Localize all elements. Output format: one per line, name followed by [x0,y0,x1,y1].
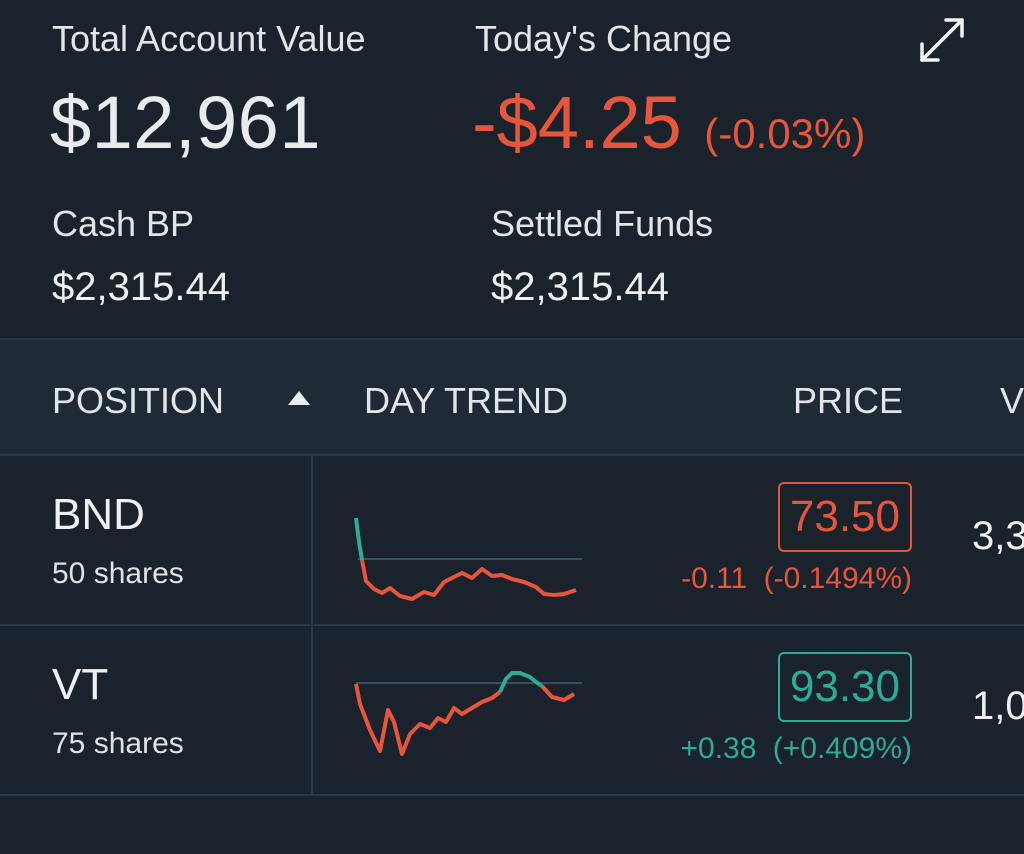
cash-bp-value: $2,315.44 [52,265,230,309]
price-change: -0.11 (-0.1494%) [681,562,912,596]
price-change-amount: -0.11 [681,562,748,595]
price-change-amount: +0.38 [680,732,757,765]
settled-funds-value: $2,315.44 [491,265,669,309]
todays-change: -$4.25 (-0.03%) [472,80,865,165]
account-summary: Total Account Value $12,961 Today's Chan… [0,0,1024,338]
position-row-vt[interactable]: VT 75 shares 93.30 +0.38 (+0.409%) 1,0 [0,626,1024,796]
day-trend-sparkline [354,517,582,601]
positions-table-header: POSITION DAY TREND PRICE V [0,338,1024,456]
expand-arrows-icon[interactable] [916,14,968,66]
total-account-value-label: Total Account Value [52,18,366,59]
total-account-value: $12,961 [50,81,321,164]
cash-bp-label: Cash BP [52,203,195,244]
day-trend-sparkline [354,671,582,756]
position-shares: 75 shares [52,727,184,760]
todays-change-percent: (-0.03%) [704,110,866,157]
todays-change-amount: -$4.25 [472,81,682,164]
price-change-percent: (+0.409%) [772,732,912,765]
price-value: 93.30 [777,652,912,722]
column-header-price[interactable]: PRICE [793,380,904,421]
column-header-value[interactable]: V [1000,380,1024,421]
position-shares: 50 shares [52,557,184,590]
row-divider [311,456,313,626]
position-value-partial: 1,0 [972,684,1024,728]
position-symbol: VT [52,660,109,709]
sort-ascending-icon[interactable] [288,391,310,405]
price-value: 73.50 [777,482,912,552]
price-change-percent: (-0.1494%) [763,562,912,595]
column-header-position[interactable]: POSITION [52,380,225,421]
position-row-bnd[interactable]: BND 50 shares 73.50 -0.11 (-0.1494%) 3,3 [0,456,1024,626]
price-change: +0.38 (+0.409%) [680,732,912,766]
position-value-partial: 3,3 [972,514,1024,558]
position-symbol: BND [52,490,145,539]
settled-funds-label: Settled Funds [491,203,714,244]
row-divider [311,626,313,796]
todays-change-label: Today's Change [475,18,733,59]
column-header-day-trend[interactable]: DAY TREND [364,380,569,421]
